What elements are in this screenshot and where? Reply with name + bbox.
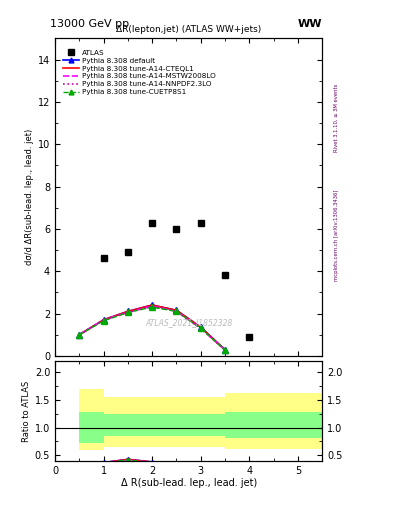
ATLAS (223, 272, 228, 279)
Pythia 8.308 tune-A14-MSTW2008LO (101, 317, 106, 323)
Pythia 8.308 default (223, 347, 228, 353)
Pythia 8.308 tune-A14-NNPDF2.3LO (174, 308, 179, 314)
Line: ATLAS: ATLAS (101, 219, 252, 340)
Text: mcplots.cern.ch [arXiv:1306.3436]: mcplots.cern.ch [arXiv:1306.3436] (334, 189, 338, 281)
Pythia 8.308 tune-A14-NNPDF2.3LO (77, 332, 82, 338)
Pythia 8.308 tune-CUETP8S1 (101, 318, 106, 324)
Pythia 8.308 tune-A14-NNPDF2.3LO (101, 317, 106, 323)
Pythia 8.308 default (174, 307, 179, 313)
Pythia 8.308 tune-CUETP8S1 (198, 325, 203, 331)
Pythia 8.308 tune-A14-MSTW2008LO (150, 303, 154, 309)
Pythia 8.308 tune-A14-MSTW2008LO (77, 332, 82, 338)
Pythia 8.308 tune-A14-MSTW2008LO (198, 325, 203, 331)
Pythia 8.308 default (150, 302, 154, 308)
Pythia 8.308 default (101, 317, 106, 323)
Text: WW: WW (298, 19, 322, 29)
ATLAS (174, 226, 179, 232)
Legend: ATLAS, Pythia 8.308 default, Pythia 8.308 tune-A14-CTEQL1, Pythia 8.308 tune-A14: ATLAS, Pythia 8.308 default, Pythia 8.30… (61, 48, 217, 97)
Pythia 8.308 default (125, 308, 130, 314)
Line: Pythia 8.308 tune-A14-MSTW2008LO: Pythia 8.308 tune-A14-MSTW2008LO (79, 306, 225, 350)
ATLAS (198, 220, 203, 226)
Pythia 8.308 tune-A14-MSTW2008LO (125, 309, 130, 315)
Pythia 8.308 tune-A14-NNPDF2.3LO (198, 325, 203, 331)
Pythia 8.308 tune-CUETP8S1 (150, 304, 154, 310)
Pythia 8.308 tune-CUETP8S1 (125, 309, 130, 315)
Pythia 8.308 tune-A14-MSTW2008LO (223, 347, 228, 353)
ATLAS (101, 255, 106, 262)
ATLAS (125, 249, 130, 255)
Pythia 8.308 tune-A14-NNPDF2.3LO (125, 309, 130, 315)
ATLAS (150, 220, 154, 226)
Pythia 8.308 tune-A14-NNPDF2.3LO (223, 347, 228, 353)
Line: Pythia 8.308 tune-A14-CTEQL1: Pythia 8.308 tune-A14-CTEQL1 (79, 305, 225, 350)
Pythia 8.308 tune-A14-MSTW2008LO (174, 308, 179, 314)
Pythia 8.308 tune-A14-CTEQL1 (125, 308, 130, 314)
Pythia 8.308 tune-A14-CTEQL1 (174, 307, 179, 313)
Pythia 8.308 tune-A14-CTEQL1 (223, 347, 228, 353)
Text: ΔR(lepton,jet) (ATLAS WW+jets): ΔR(lepton,jet) (ATLAS WW+jets) (116, 25, 261, 34)
Pythia 8.308 default (77, 332, 82, 338)
Pythia 8.308 tune-CUETP8S1 (223, 347, 228, 353)
X-axis label: Δ R(sub-lead. lep., lead. jet): Δ R(sub-lead. lep., lead. jet) (121, 478, 257, 488)
Line: Pythia 8.308 tune-CUETP8S1: Pythia 8.308 tune-CUETP8S1 (77, 305, 228, 353)
ATLAS (247, 334, 252, 340)
Pythia 8.308 tune-A14-CTEQL1 (198, 324, 203, 330)
Pythia 8.308 tune-A14-CTEQL1 (101, 317, 106, 323)
Pythia 8.308 default (198, 324, 203, 330)
Pythia 8.308 tune-A14-NNPDF2.3LO (150, 303, 154, 309)
Pythia 8.308 tune-A14-CTEQL1 (150, 302, 154, 308)
Pythia 8.308 tune-CUETP8S1 (77, 332, 82, 338)
Line: Pythia 8.308 default: Pythia 8.308 default (77, 302, 228, 353)
Line: Pythia 8.308 tune-A14-NNPDF2.3LO: Pythia 8.308 tune-A14-NNPDF2.3LO (79, 306, 225, 350)
Text: 13000 GeV pp: 13000 GeV pp (50, 19, 129, 29)
Text: Rivet 3.1.10, ≥ 3M events: Rivet 3.1.10, ≥ 3M events (334, 83, 338, 152)
Pythia 8.308 tune-CUETP8S1 (174, 308, 179, 314)
Y-axis label: dσ/d ΔR(sub-lead. lep., lead. jet): dσ/d ΔR(sub-lead. lep., lead. jet) (25, 129, 34, 265)
Y-axis label: Ratio to ATLAS: Ratio to ATLAS (22, 380, 31, 441)
Pythia 8.308 tune-A14-CTEQL1 (77, 332, 82, 338)
Text: ATLAS_2021_I1852328: ATLAS_2021_I1852328 (145, 318, 232, 327)
